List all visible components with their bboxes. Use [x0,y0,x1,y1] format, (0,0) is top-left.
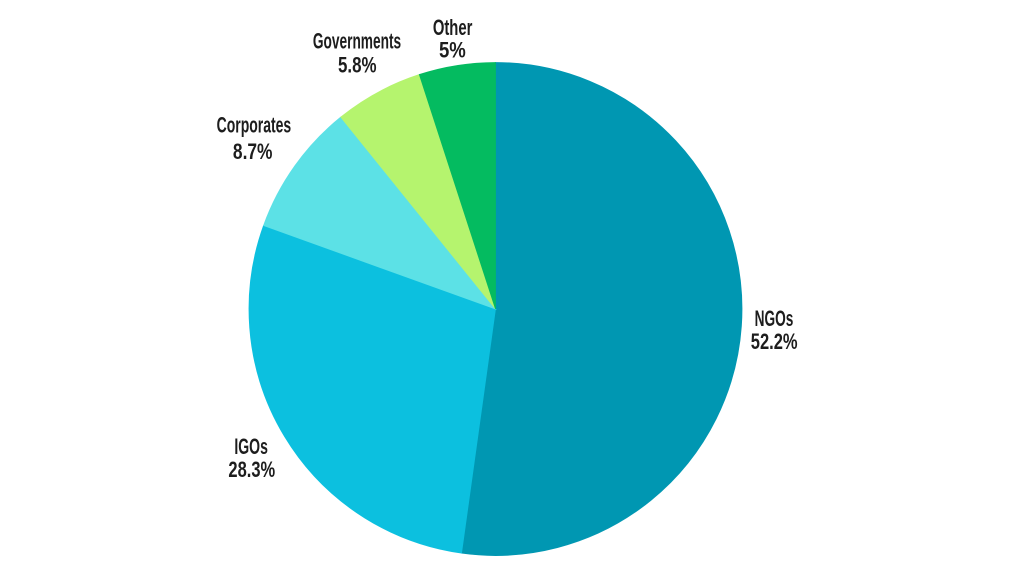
svg-text:IGOs: IGOs [234,434,268,459]
svg-text:28.3%: 28.3% [228,458,275,483]
svg-text:8.7%: 8.7% [233,140,273,165]
svg-text:Corporates: Corporates [217,112,292,137]
svg-text:Other: Other [433,16,473,41]
svg-text:NGOs: NGOs [755,306,794,331]
svg-text:52.2%: 52.2% [751,330,798,355]
svg-text:Governments: Governments [313,28,401,53]
svg-text:5.8%: 5.8% [338,53,377,78]
svg-text:5%: 5% [439,38,466,63]
